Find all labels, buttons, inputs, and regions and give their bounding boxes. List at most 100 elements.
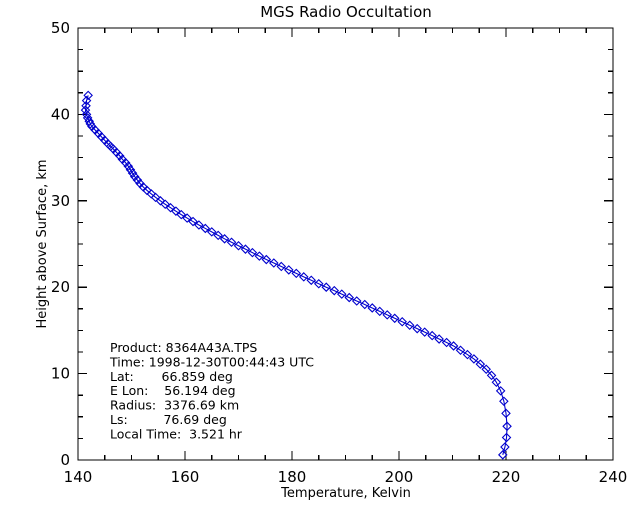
x-tick-label: 240 — [599, 468, 628, 486]
diamond-marker — [247, 247, 258, 258]
diamond-marker — [336, 289, 347, 299]
diamond-marker — [200, 223, 211, 234]
diamond-marker — [499, 396, 509, 407]
diamond-marker — [142, 185, 152, 196]
diamond-marker — [329, 285, 340, 296]
diamond-marker — [160, 199, 170, 210]
diamond-marker — [226, 237, 237, 248]
diamond-marker — [313, 278, 324, 289]
chart-title: MGS Radio Occultation — [260, 3, 432, 21]
diamond-marker — [498, 450, 508, 460]
diamond-marker — [150, 192, 161, 203]
diamond-marker — [81, 100, 91, 111]
diamond-marker — [419, 327, 430, 337]
diamond-marker — [306, 275, 317, 286]
diamond-marker — [359, 299, 370, 310]
diamond-marker — [374, 306, 385, 317]
y-axis-ticks: 0 10 20 30 40 50 — [51, 19, 613, 469]
y-axis-label: Height above Surface, km — [35, 159, 50, 328]
diamond-marker — [441, 337, 452, 348]
diamond-marker — [125, 164, 136, 175]
diamond-marker — [176, 209, 187, 220]
diamond-marker — [165, 202, 176, 213]
diamond-marker — [240, 244, 251, 254]
diamond-marker — [269, 258, 279, 268]
diamond-marker — [83, 90, 93, 101]
x-axis-ticks: 140 160 180 200 220 240 — [64, 28, 628, 486]
annotation-line: Time: 1998-12-30T00:44:43 UTC — [109, 354, 314, 369]
x-tick-label: 220 — [492, 468, 521, 486]
diamond-marker — [486, 370, 497, 381]
diamond-marker — [233, 240, 244, 251]
diamond-marker — [427, 330, 437, 341]
diamond-marker — [129, 171, 140, 182]
diamond-marker — [171, 206, 181, 216]
diamond-marker — [502, 421, 512, 432]
y-tick-label: 0 — [60, 451, 70, 469]
diamond-marker — [481, 364, 491, 375]
annotation-line: Ls: 76.69 deg — [110, 412, 227, 427]
diamond-marker — [254, 251, 265, 261]
diamond-marker — [146, 189, 157, 199]
diamond-marker — [389, 313, 400, 324]
diamond-marker — [500, 442, 510, 452]
diamond-marker — [434, 334, 444, 344]
annotation-line: Lat: 66.859 deg — [110, 369, 233, 384]
y-tick-label: 40 — [51, 105, 70, 123]
diamond-marker — [344, 292, 355, 303]
diamond-marker — [213, 230, 223, 241]
diamond-marker — [321, 282, 332, 292]
annotation-line: Product: 8364A43A.TPS — [110, 340, 257, 355]
diamond-marker — [491, 377, 502, 388]
x-tick-label: 140 — [64, 468, 93, 486]
diamond-marker — [182, 213, 192, 223]
y-tick-label: 20 — [51, 278, 70, 296]
diamond-marker — [469, 354, 479, 364]
diamond-marker — [127, 168, 138, 178]
diamond-marker — [404, 320, 415, 330]
diamond-marker — [382, 310, 393, 320]
diamond-marker — [155, 196, 166, 206]
diamond-marker — [501, 432, 512, 443]
diamond-marker — [298, 272, 309, 282]
diamond-marker — [462, 349, 473, 360]
diamond-marker — [80, 105, 91, 115]
diamond-marker — [351, 296, 362, 306]
diamond-marker — [501, 408, 511, 419]
x-axis-label: Temperature, Kelvin — [280, 486, 411, 501]
diamond-marker — [194, 220, 204, 230]
annotation-line: Radius: 3376.69 km — [110, 398, 239, 413]
x-tick-label: 200 — [385, 468, 414, 486]
diamond-marker — [455, 345, 466, 356]
diamond-marker — [412, 323, 422, 334]
diamond-marker — [475, 359, 486, 369]
diamond-marker — [284, 265, 294, 275]
diamond-marker — [114, 151, 125, 161]
diamond-marker — [367, 303, 378, 313]
data-series — [80, 90, 512, 460]
diamond-marker — [123, 161, 134, 172]
diamond-marker — [261, 254, 272, 265]
diamond-marker — [219, 234, 230, 244]
x-tick-label: 180 — [278, 468, 307, 486]
annotation-line: Local Time: 3.521 hr — [110, 426, 243, 441]
y-tick-label: 30 — [51, 192, 70, 210]
diamond-marker — [85, 119, 96, 129]
annotation-line: E Lon: 56.194 deg — [110, 383, 236, 398]
diamond-marker — [291, 268, 302, 279]
y-tick-label: 50 — [51, 19, 70, 37]
diamond-marker — [81, 109, 92, 120]
y-tick-label: 10 — [51, 365, 70, 383]
diamond-marker — [188, 216, 198, 227]
diamond-marker — [81, 95, 92, 106]
diamond-marker — [120, 158, 131, 168]
diamond-marker — [495, 386, 506, 396]
diamond-marker — [397, 316, 407, 327]
x-tick-label: 160 — [171, 468, 200, 486]
diamond-marker — [448, 341, 459, 351]
diamond-marker — [276, 261, 287, 272]
diamond-marker — [132, 175, 143, 185]
